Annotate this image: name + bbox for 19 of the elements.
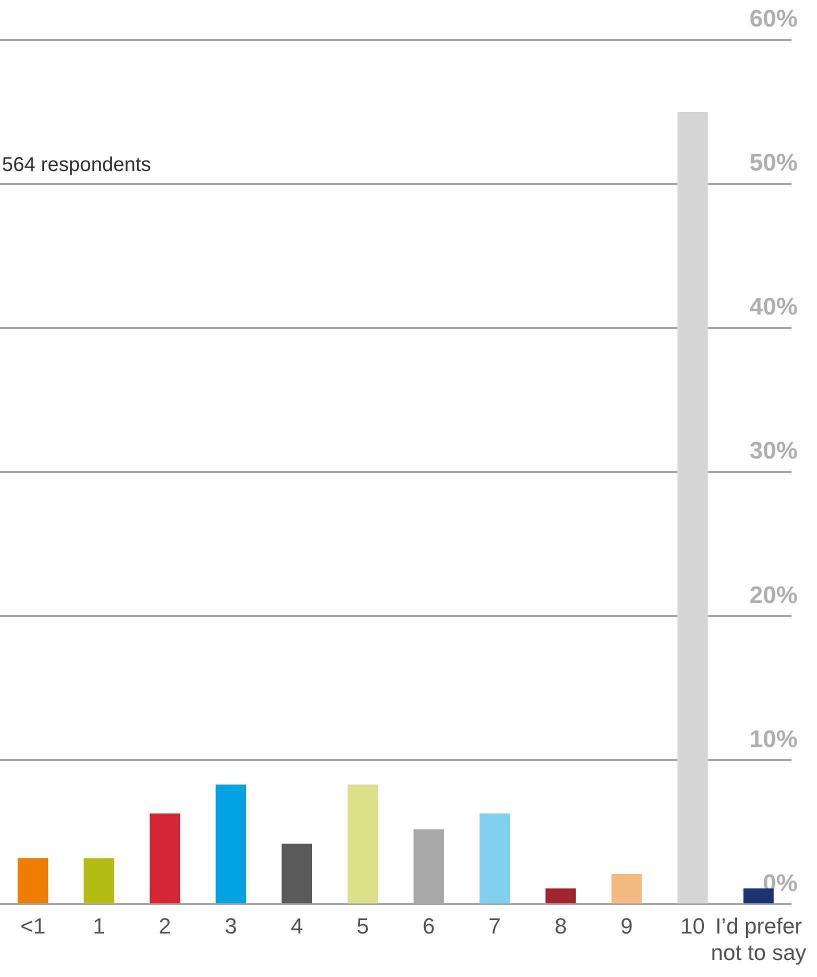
x-tick-label: 10 [680, 913, 705, 938]
x-tick-label: 3 [224, 913, 237, 938]
x-tick-label: <1 [20, 913, 46, 938]
x-tick-label: 2 [158, 913, 172, 938]
x-tick-label: 7 [488, 913, 501, 938]
x-tick-label: 6 [422, 913, 435, 938]
y-tick-label: 20% [750, 582, 798, 609]
y-tick-label: 50% [750, 150, 798, 177]
x-tick-label: 5 [356, 913, 369, 938]
y-tick-label: 30% [750, 438, 798, 465]
x-tick-label: 9 [620, 913, 633, 938]
x-tick-label: 8 [554, 913, 567, 938]
x-tick-label: 1 [92, 913, 106, 938]
x-tick-label: I’d prefer not to say [710, 913, 806, 965]
annotation: 564 respondents [2, 154, 152, 176]
y-tick-label: 10% [750, 726, 798, 753]
y-tick-label: 40% [750, 294, 798, 321]
x-tick-label: 4 [290, 913, 303, 938]
y-tick-label: 60% [750, 6, 798, 33]
